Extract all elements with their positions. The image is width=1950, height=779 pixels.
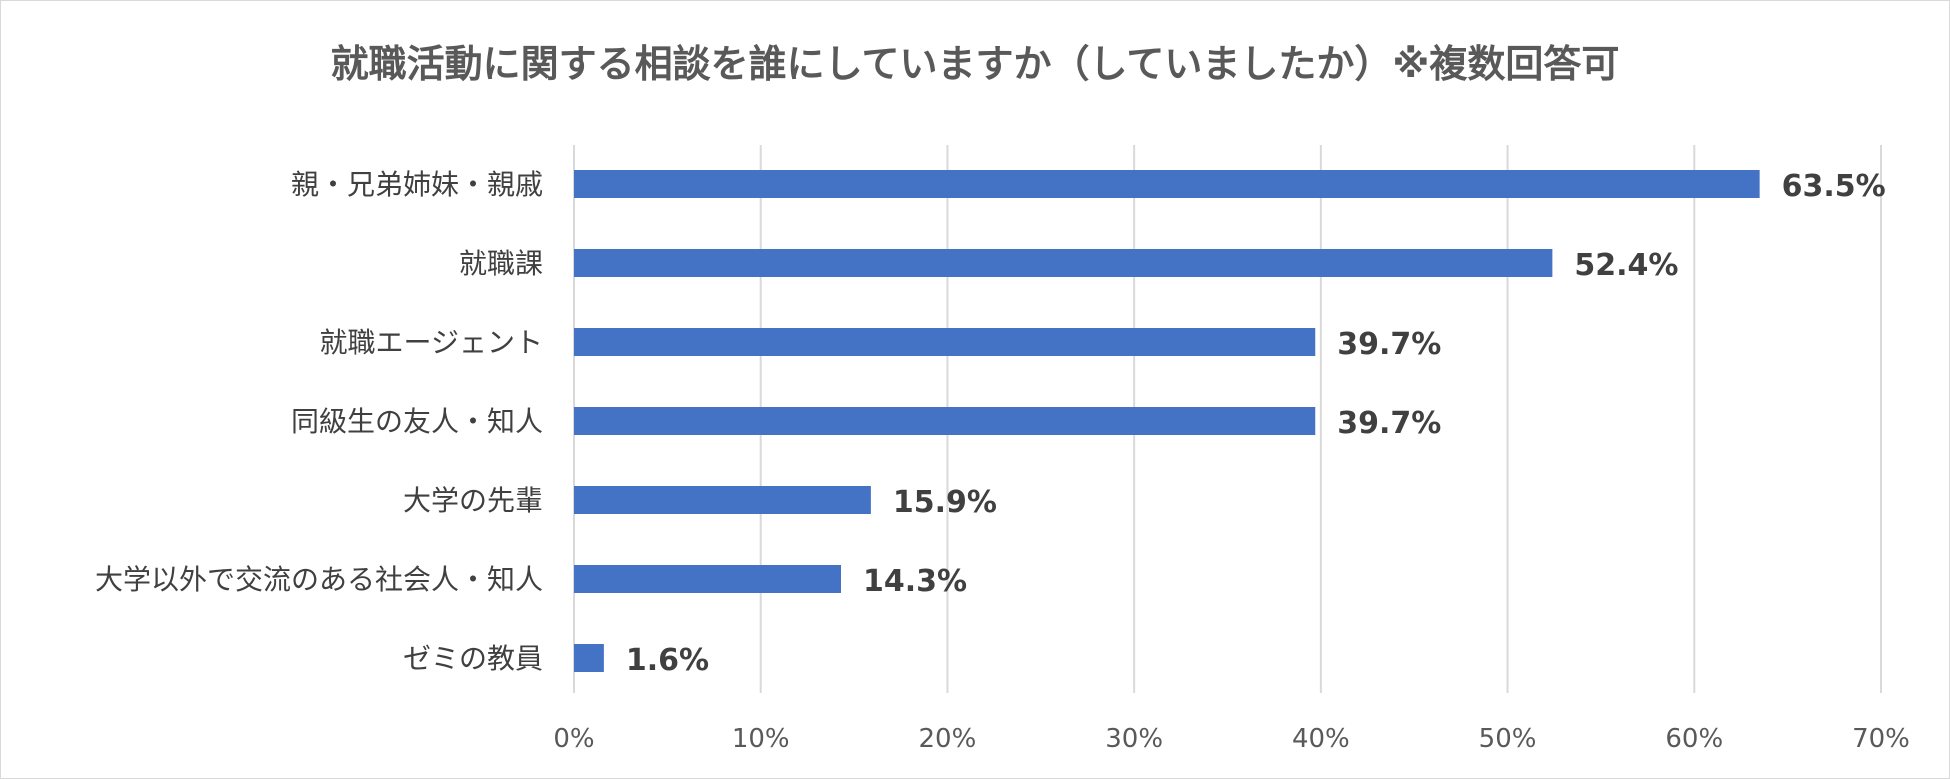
bar xyxy=(574,486,871,514)
data-label: 15.9% xyxy=(893,485,997,520)
data-label: 39.7% xyxy=(1337,406,1441,441)
x-tick-label: 40% xyxy=(1292,724,1350,754)
category-label: 大学以外で交流のある社会人・知人 xyxy=(95,563,543,596)
bar xyxy=(574,249,1553,277)
x-tick-label: 30% xyxy=(1105,724,1163,754)
category-label: ゼミの教員 xyxy=(403,642,543,675)
data-label: 14.3% xyxy=(863,564,967,599)
bars xyxy=(574,170,1760,672)
x-tick-label: 10% xyxy=(732,724,790,754)
bar xyxy=(574,328,1316,356)
chart-title: 就職活動に関する相談を誰にしていますか（していましたか）※複数回答可 xyxy=(331,42,1620,86)
category-label: 就職課 xyxy=(459,247,543,280)
x-tick-label: 50% xyxy=(1479,724,1537,754)
bar xyxy=(574,644,604,672)
x-tick-label: 60% xyxy=(1665,724,1723,754)
x-tick-label: 20% xyxy=(919,724,977,754)
data-label: 63.5% xyxy=(1782,169,1886,204)
bar xyxy=(574,407,1316,435)
data-label: 52.4% xyxy=(1574,248,1678,283)
data-label: 1.6% xyxy=(626,643,709,678)
category-label: 大学の先輩 xyxy=(403,484,543,517)
category-label: 親・兄弟姉妹・親戚 xyxy=(291,168,543,201)
category-label: 同級生の友人・知人 xyxy=(291,405,543,438)
bar xyxy=(574,170,1760,198)
x-tick-label: 0% xyxy=(553,724,594,754)
labels: 0% 10% 20% 30% 40% 50% 60% 70% 親・兄弟姉妹・親戚 63.5% 就職課… xyxy=(95,168,1910,754)
category-label: 就職エージェント xyxy=(320,326,543,359)
x-tick-label: 70% xyxy=(1852,724,1910,754)
data-label: 39.7% xyxy=(1337,327,1441,362)
bar xyxy=(574,565,842,593)
